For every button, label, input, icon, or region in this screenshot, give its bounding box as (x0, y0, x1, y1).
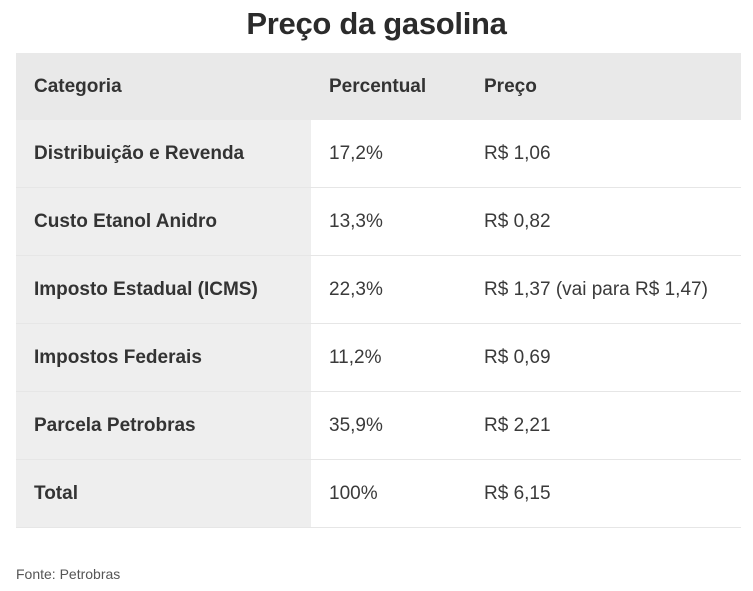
cell-categoria: Distribuição e Revenda (16, 120, 311, 188)
cell-percentual: 17,2% (311, 120, 466, 188)
cell-percentual: 100% (311, 459, 466, 528)
header-percentual: Percentual (311, 53, 466, 120)
table-row: Imposto Estadual (ICMS) 22,3% R$ 1,37 (v… (16, 255, 741, 324)
page-title: Preço da gasolina (246, 6, 507, 41)
cell-preco: R$ 0,69 (466, 323, 741, 392)
cell-preco: R$ 6,15 (466, 459, 741, 528)
cell-percentual: 11,2% (311, 323, 466, 392)
cell-categoria: Total (16, 459, 311, 528)
table-header-row: Categoria Percentual Preço (16, 53, 741, 120)
table-row: Impostos Federais 11,2% R$ 0,69 (16, 323, 741, 392)
cell-categoria: Custo Etanol Anidro (16, 187, 311, 256)
header-categoria: Categoria (16, 53, 311, 120)
cell-preco: R$ 0,82 (466, 187, 741, 256)
cell-preco: R$ 1,37 (vai para R$ 1,47) (466, 255, 741, 324)
cell-categoria: Imposto Estadual (ICMS) (16, 255, 311, 324)
cell-preco: R$ 2,21 (466, 391, 741, 460)
cell-percentual: 13,3% (311, 187, 466, 256)
table-row: Custo Etanol Anidro 13,3% R$ 0,82 (16, 187, 741, 256)
cell-categoria: Impostos Federais (16, 323, 311, 392)
table-row: Distribuição e Revenda 17,2% R$ 1,06 (16, 120, 741, 188)
price-table: Categoria Percentual Preço Distribuição … (16, 53, 741, 528)
cell-percentual: 35,9% (311, 391, 466, 460)
cell-categoria: Parcela Petrobras (16, 391, 311, 460)
table-row: Parcela Petrobras 35,9% R$ 2,21 (16, 391, 741, 460)
source-note: Fonte: Petrobras (16, 566, 121, 582)
table-row-total: Total 100% R$ 6,15 (16, 459, 741, 528)
cell-percentual: 22,3% (311, 255, 466, 324)
header-preco: Preço (466, 53, 741, 120)
cell-preco: R$ 1,06 (466, 120, 741, 188)
